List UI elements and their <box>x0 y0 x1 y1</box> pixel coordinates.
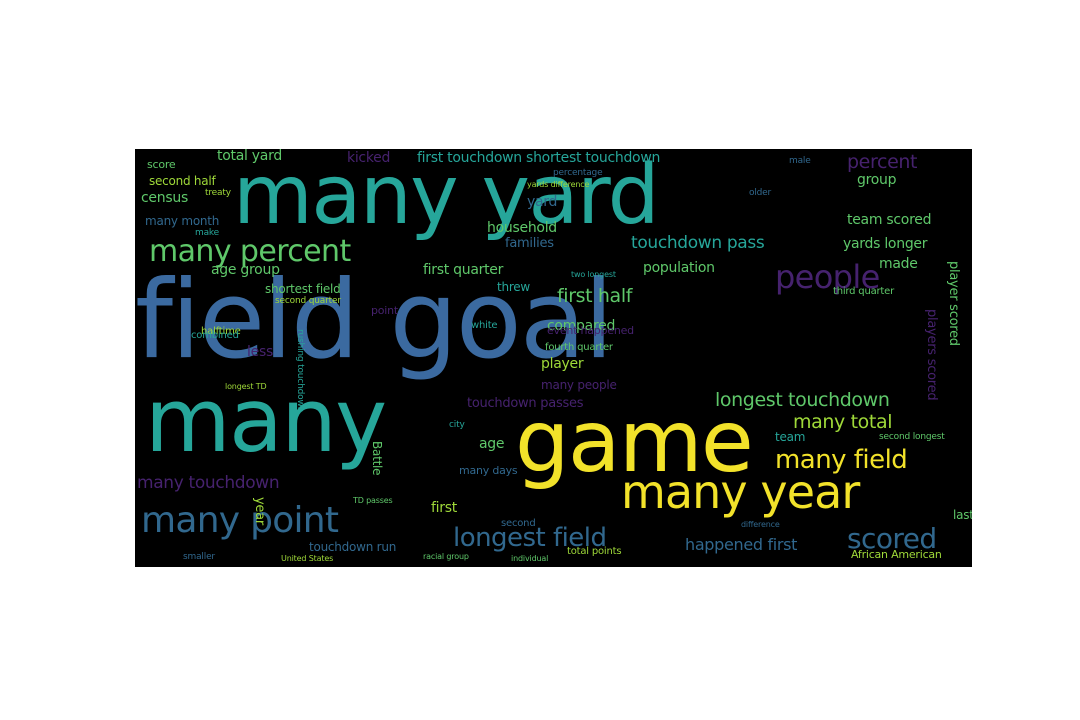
cloud-word: year <box>252 497 267 525</box>
cloud-word: threw <box>497 280 530 294</box>
cloud-word: happened first <box>685 535 798 554</box>
cloud-word: male <box>789 156 811 166</box>
cloud-word: kicked <box>347 150 391 166</box>
cloud-word: fourth quarter <box>545 342 613 353</box>
cloud-word: game <box>515 392 754 492</box>
cloud-word: less <box>247 344 273 360</box>
cloud-word: many percent <box>149 234 351 269</box>
cloud-word: census <box>141 190 188 206</box>
cloud-word: white <box>471 320 498 331</box>
cloud-word: second half <box>149 174 216 188</box>
cloud-word: field goal <box>135 258 614 383</box>
cloud-word: first <box>431 500 457 516</box>
word-cloud: field goal many yard many game many year many… <box>135 149 972 567</box>
cloud-word: many people <box>541 378 617 392</box>
cloud-word: touchdown run <box>309 540 397 554</box>
cloud-word: older <box>749 188 772 198</box>
cloud-word: TD passes <box>353 496 393 505</box>
cloud-word: touchdown passes <box>467 396 584 411</box>
cloud-word: player <box>541 356 584 372</box>
cloud-word: event happened <box>547 324 634 337</box>
cloud-word: African American <box>851 548 942 561</box>
cloud-word: many touchdown <box>137 473 280 493</box>
cloud-word: Battle <box>370 441 384 476</box>
cloud-word: smaller <box>183 552 215 562</box>
cloud-word: point <box>371 304 398 317</box>
cloud-word: make <box>195 228 219 238</box>
cloud-word: many yard <box>233 149 660 243</box>
cloud-word: scored <box>847 522 937 555</box>
cloud-word: many field <box>775 445 908 475</box>
cloud-word: many point <box>141 500 339 541</box>
cloud-word: total yard <box>217 149 282 164</box>
cloud-word: touchdown pass <box>631 233 765 253</box>
cloud-word: percentage <box>553 168 603 178</box>
cloud-word: group <box>857 172 897 188</box>
cloud-word: age <box>479 436 505 452</box>
cloud-word: many <box>145 369 387 472</box>
cloud-word: many days <box>459 464 518 477</box>
cloud-word: yards difference <box>527 180 590 189</box>
cloud-word: longest touchdown <box>715 389 890 411</box>
cloud-word: second <box>501 518 536 529</box>
cloud-word: second longest <box>879 432 945 442</box>
cloud-word: rushing touchdown <box>295 329 305 413</box>
cloud-word: first touchdown shortest touchdown <box>417 150 661 166</box>
cloud-word: many year <box>621 465 860 519</box>
cloud-word: longest TD <box>225 382 267 391</box>
cloud-word: players scored <box>924 309 939 401</box>
cloud-word: compared <box>547 318 616 334</box>
cloud-word: population <box>643 260 715 276</box>
cloud-word: racial group <box>423 552 469 561</box>
cloud-word: made <box>879 256 918 272</box>
cloud-word: United States <box>281 554 334 563</box>
cloud-word: last <box>953 508 972 522</box>
cloud-word: first quarter <box>423 262 504 278</box>
cloud-word: yards longer <box>843 236 928 252</box>
cloud-word: percent <box>847 151 918 173</box>
cloud-word: team scored <box>847 212 932 228</box>
cloud-word: age group <box>211 262 280 278</box>
cloud-word: combined <box>191 330 239 341</box>
cloud-word: first half <box>557 285 633 307</box>
cloud-word: household <box>487 220 557 236</box>
cloud-word: shortest field <box>265 282 341 296</box>
cloud-word: city <box>449 420 465 430</box>
cloud-word: longest field <box>453 523 607 553</box>
cloud-word: third quarter <box>833 286 895 297</box>
cloud-word: score <box>147 158 176 171</box>
cloud-word: individual <box>511 554 549 563</box>
cloud-word: many month <box>145 214 220 228</box>
cloud-word: halftime <box>201 326 241 337</box>
cloud-word: difference <box>741 520 780 529</box>
cloud-word: player scored <box>946 261 961 346</box>
cloud-word: two longest <box>571 270 616 279</box>
cloud-word: many total <box>793 411 893 433</box>
cloud-word: people <box>775 258 880 296</box>
cloud-word: families <box>505 236 554 251</box>
cloud-word: total points <box>567 546 622 557</box>
cloud-word: treaty <box>205 188 231 198</box>
cloud-word: yard <box>527 194 558 210</box>
cloud-word: second quarter <box>275 296 341 306</box>
cloud-word: team <box>775 430 806 444</box>
